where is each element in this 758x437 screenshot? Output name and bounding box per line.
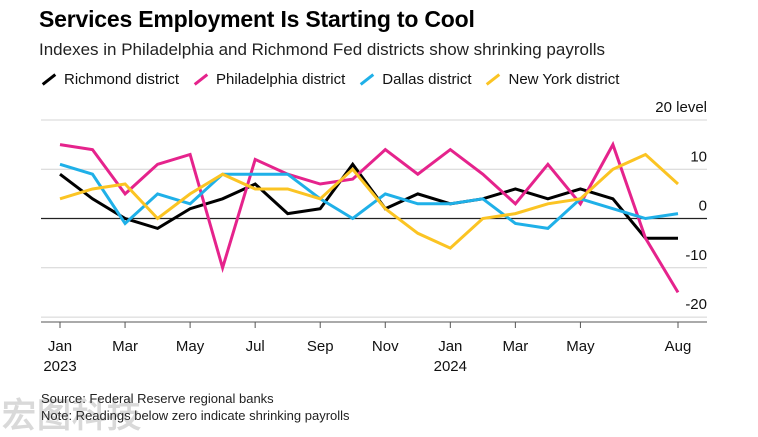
series-line-new-york xyxy=(59,152,680,250)
chart-title: Services Employment Is Starting to Cool xyxy=(39,6,475,32)
legend-label-dallas: Dallas district xyxy=(382,70,472,88)
y-tick-label: 0 xyxy=(699,198,707,215)
x-tick-label: May xyxy=(176,338,205,355)
y-tick-label: 10 xyxy=(690,148,707,165)
footnote: Note: Readings below zero indicate shrin… xyxy=(41,408,350,423)
legend-label-richmond: Richmond district xyxy=(64,70,180,88)
x-tick-label: Jul xyxy=(246,338,265,355)
chart-legend: Richmond district Philadelphia district … xyxy=(41,69,633,89)
x-tick-label: Aug xyxy=(665,338,692,355)
legend-label-philadelphia: Philadelphia district xyxy=(216,70,346,88)
series-line-dallas xyxy=(59,162,679,230)
x-tick-year-label: 2023 xyxy=(43,358,76,375)
x-tick-label: Jan xyxy=(438,338,462,355)
legend-label-new-york: New York district xyxy=(508,70,620,88)
x-tick-label: Mar xyxy=(112,338,138,355)
x-tick-year-label: 2024 xyxy=(434,358,467,375)
legend-item-dallas: Dallas district xyxy=(359,71,471,88)
x-tick-label: Nov xyxy=(372,338,399,355)
x-tick-label: Mar xyxy=(502,338,528,355)
y-tick-label: 20 level xyxy=(655,99,707,116)
series-line-philadelphia xyxy=(59,140,680,294)
x-tick-label: Sep xyxy=(307,338,334,355)
series-line-richmond xyxy=(59,161,678,240)
chart-subtitle: Indexes in Philadelphia and Richmond Fed… xyxy=(39,40,606,59)
y-tick-label: -20 xyxy=(685,296,707,313)
watermark: 宏图科技 xyxy=(2,396,142,436)
legend-item-philadelphia: Philadelphia district xyxy=(193,71,345,88)
legend-item-new-york: New York district xyxy=(485,71,619,88)
source-note: Source: Federal Reserve regional banks xyxy=(41,391,274,406)
legend-item-richmond: Richmond district xyxy=(41,71,179,88)
y-tick-label: -10 xyxy=(685,247,707,264)
x-tick-label: Jan xyxy=(48,338,72,355)
x-tick-label: May xyxy=(566,338,595,355)
